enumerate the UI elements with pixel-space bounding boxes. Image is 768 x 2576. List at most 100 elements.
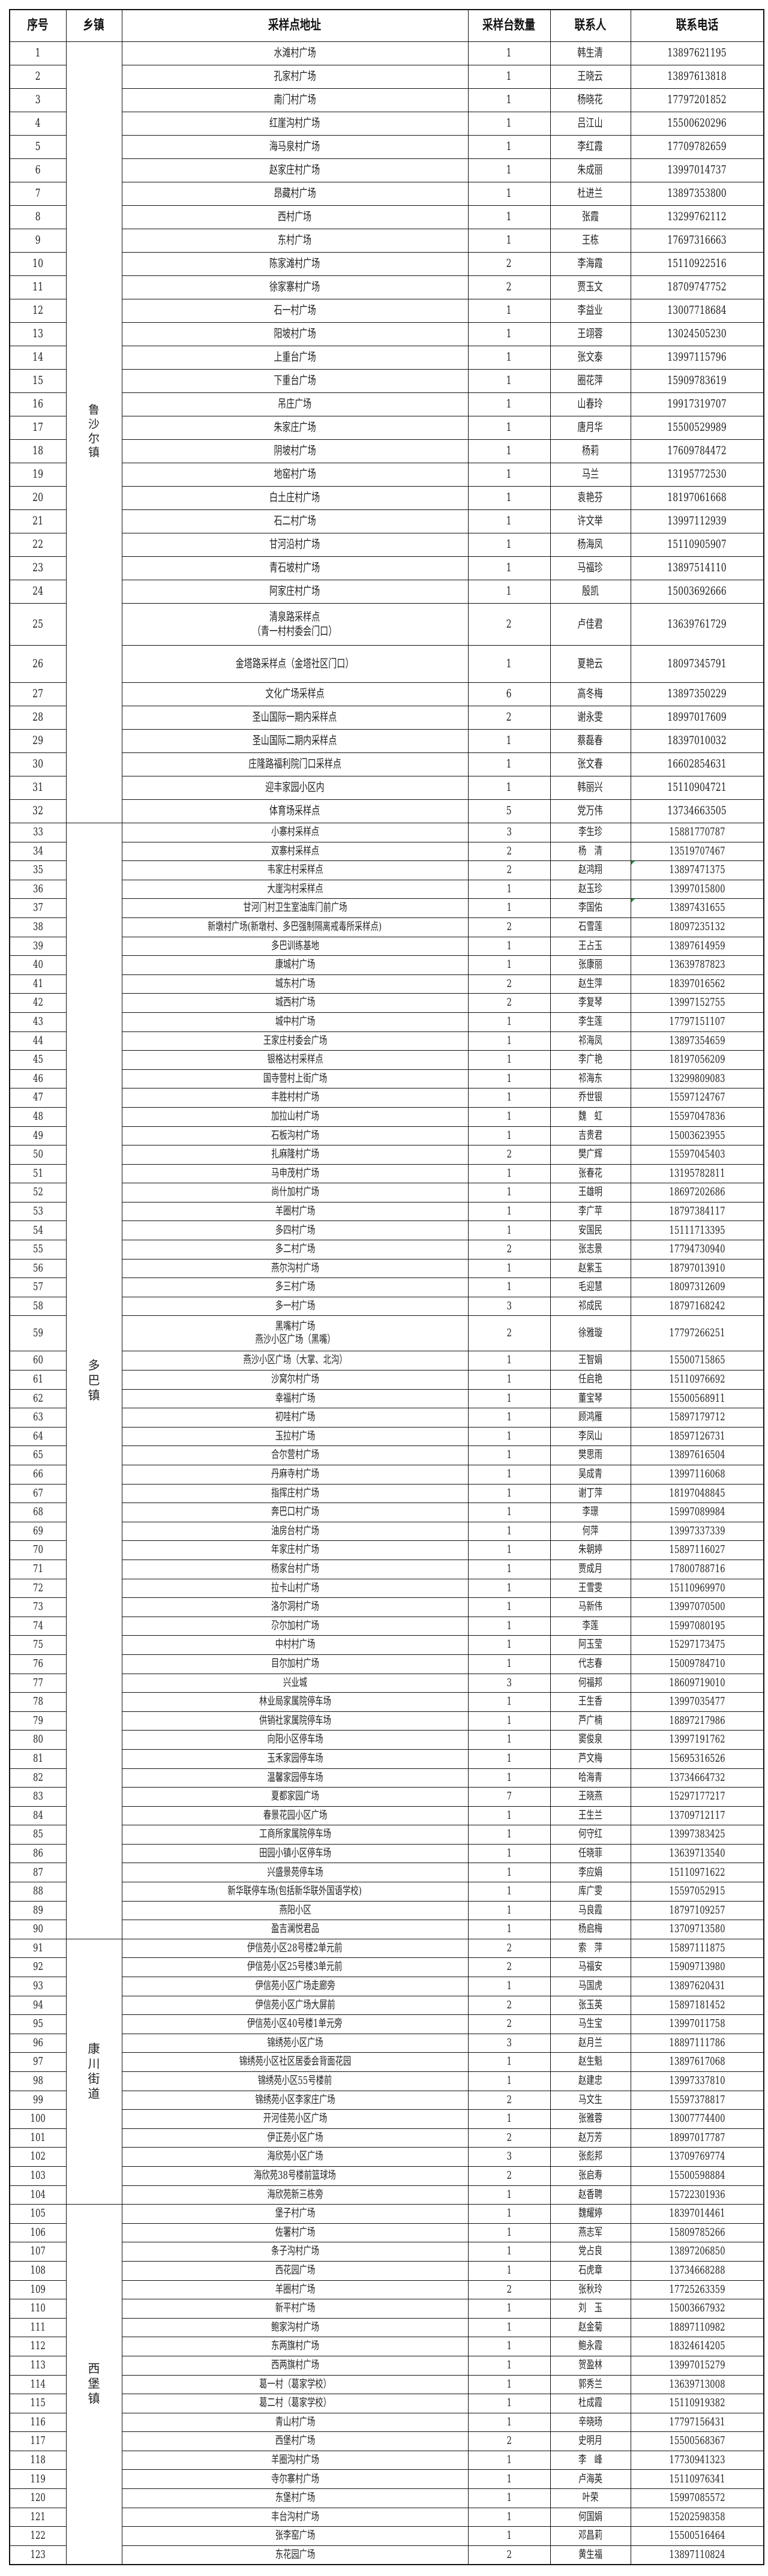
contact-cell: 刘 玉 <box>550 2299 631 2319</box>
address-cell: 南门村广场 <box>121 88 469 112</box>
count-text: 1 <box>506 1695 512 1708</box>
address-cell: 西两旗村广场 <box>121 2355 469 2376</box>
count-cell: 1 <box>467 2109 551 2129</box>
seq-cell: 73 <box>9 1597 67 1617</box>
count-cell: 1 <box>467 1540 551 1560</box>
contact-cell: 许文举 <box>550 509 631 533</box>
seq-cell: 2 <box>9 65 67 89</box>
table-row: 118 羊圈沟村广场 1 李 峰 17730941323 <box>9 2450 764 2470</box>
address-cell: 供销社家属院停车场 <box>121 1711 469 1731</box>
seq-text: 85 <box>32 1828 43 1841</box>
seq-text: 76 <box>32 1657 43 1670</box>
seq-cell: 22 <box>9 533 67 557</box>
phone-cell: 13007774400 <box>630 2109 764 2129</box>
contact-cell: 张康丽 <box>550 955 631 975</box>
contact-cell: 高冬梅 <box>550 682 631 706</box>
contact-text: 张文泰 <box>577 350 604 364</box>
address-text: 东村广场 <box>278 233 312 247</box>
seq-text: 83 <box>32 1790 43 1803</box>
seq-text: 36 <box>32 882 43 895</box>
contact-cell: 顾鸿雁 <box>550 1408 631 1428</box>
phone-text: 13195772530 <box>667 467 727 481</box>
count-cell: 2 <box>467 706 551 730</box>
count-text: 1 <box>506 1280 512 1294</box>
seq-cell: 97 <box>9 2052 67 2072</box>
address-text: 丹麻寺村广场 <box>271 1468 319 1481</box>
contact-text: 吕江山 <box>577 116 604 130</box>
contact-cell: 赵生魁 <box>550 2052 631 2072</box>
seq-text: 26 <box>32 656 44 670</box>
phone-text: 13897616504 <box>669 1449 725 1462</box>
contact-cell: 夏艳云 <box>550 645 631 683</box>
seq-text: 122 <box>30 2529 46 2542</box>
seq-text: 3 <box>35 93 41 107</box>
phone-cell: 13997152755 <box>630 993 764 1013</box>
address-cell: 兴盛景苑停车场 <box>121 1863 469 1883</box>
address-text: 韦家庄村采样点 <box>266 863 323 877</box>
phone-text: 15695316526 <box>669 1752 725 1765</box>
table-row: 63 初哇村广场 1 顾鸿雁 15897179712 <box>9 1408 764 1428</box>
address-text: 城中村广场 <box>275 1015 315 1028</box>
count-cell: 1 <box>467 1069 551 1089</box>
table-row: 94 伊信苑小区广场大屏前 2 张玉英 15897181452 <box>9 1995 764 2016</box>
count-cell: 1 <box>467 486 551 510</box>
address-text: 东花园广场 <box>275 2548 315 2561</box>
contact-cell: 张霞 <box>550 205 631 229</box>
table-row: 77 兴业城 3 何福邦 18609719010 <box>9 1673 764 1693</box>
seq-cell: 106 <box>9 2223 67 2243</box>
address-text: 洛尔洞村广场 <box>271 1600 319 1614</box>
seq-text: 108 <box>30 2263 46 2277</box>
table-row: 66 丹麻寺村广场 1 吴成青 13997116068 <box>9 1465 764 1485</box>
count-cell: 1 <box>467 556 551 580</box>
address-cell: 葛一村（葛家学校） <box>121 2374 469 2395</box>
table-row: 69 油房台村广场 1 何萍 13997337339 <box>9 1521 764 1542</box>
count-text: 1 <box>506 1771 512 1784</box>
contact-cell: 赵玉珍 <box>550 879 631 899</box>
address-text: 下重台广场 <box>274 374 316 388</box>
count-cell: 3 <box>467 1296 551 1317</box>
count-cell: 1 <box>467 2507 551 2527</box>
count-cell: 1 <box>467 1351 551 1371</box>
table-row: 62 幸福村广场 1 董宝琴 15500568911 <box>9 1389 764 1409</box>
address-cell: 夏都家园广场 <box>121 1787 469 1807</box>
contact-cell: 哈海青 <box>550 1768 631 1788</box>
address-text: 东堡村广场 <box>275 2491 315 2505</box>
phone-text: 15897111875 <box>669 1941 725 1954</box>
phone-text: 15597047836 <box>669 1109 725 1123</box>
contact-cell: 代志春 <box>550 1654 631 1674</box>
seq-cell: 21 <box>9 509 67 533</box>
phone-cell: 18797109257 <box>630 1900 764 1921</box>
phone-cell: 13299762112 <box>630 205 764 229</box>
phone-text: 15009784710 <box>669 1657 725 1670</box>
address-text: 初哇村广场 <box>275 1411 315 1424</box>
contact-cell: 殷凯 <box>550 580 631 604</box>
contact-text: 徐雅璇 <box>578 1327 602 1340</box>
phone-cell: 13897110824 <box>630 2545 764 2565</box>
table-row: 21 石二村广场 1 许文举 13997112939 <box>9 509 764 533</box>
phone-text: 13519707467 <box>669 844 725 857</box>
count-cell: 2 <box>467 1145 551 1165</box>
address-cell: 沙窝尔村广场 <box>121 1370 469 1390</box>
table-row: 24 阿家庄村广场 1 殷凯 15003692666 <box>9 580 764 604</box>
count-text: 1 <box>506 882 512 895</box>
address-cell: 国寺营村上街广场 <box>121 1069 469 1089</box>
contact-text: 袁艳芬 <box>577 491 604 505</box>
contact-text: 谢丁萍 <box>578 1486 602 1500</box>
seq-text: 39 <box>32 939 43 952</box>
phone-text: 13639713008 <box>669 2377 725 2391</box>
seq-text: 63 <box>32 1411 43 1424</box>
count-cell: 1 <box>467 1465 551 1485</box>
count-cell: 1 <box>467 879 551 899</box>
contact-text: 库广雯 <box>578 1885 602 1898</box>
phone-cell: 15003667932 <box>630 2299 764 2319</box>
seq-cell: 52 <box>9 1183 67 1202</box>
phone-text: 13997337339 <box>669 1524 725 1537</box>
table-row: 92 伊信苑小区25号楼3单元前 2 马福安 15909713980 <box>9 1957 764 1978</box>
seq-text: 69 <box>32 1524 43 1537</box>
seq-cell: 75 <box>9 1635 67 1655</box>
table-row: 17 朱家庄广场 1 唐月华 15500529989 <box>9 416 764 440</box>
phone-text: 18397014461 <box>669 2207 725 2220</box>
seq-cell: 17 <box>9 416 67 440</box>
contact-cell: 贾成月 <box>550 1559 631 1579</box>
address-cell: 新墩村广场(新墩村、多巴强制隔离戒毒所采样点) <box>121 917 469 937</box>
